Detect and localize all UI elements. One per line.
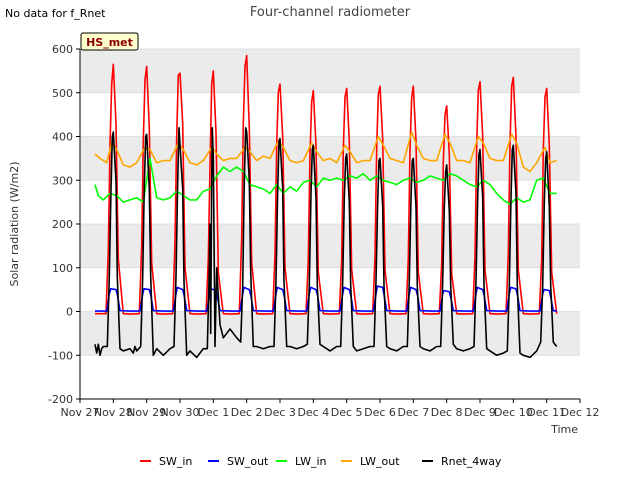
legend-label: SW_in: [159, 455, 192, 468]
hs-met-badge: [80, 32, 139, 51]
legend-label: LW_out: [360, 455, 400, 468]
x-tick-label: Nov 29: [127, 406, 166, 419]
hs-met-badge-label: HS_met: [86, 36, 133, 49]
series-line-lw-out: [94, 131, 557, 173]
chart-title: Four-channel radiometer: [250, 5, 411, 20]
y-tick-label: -100: [48, 349, 73, 362]
legend-label: Rnet_4way: [441, 455, 502, 468]
x-tick-label: Dec 6: [364, 406, 396, 419]
x-tick-label: Dec 8: [431, 406, 463, 419]
y-tick-label: 600: [52, 43, 73, 56]
x-tick-label: Dec 10: [494, 406, 533, 419]
x-tick-label: Dec 3: [264, 406, 296, 419]
x-axis-label: Time: [550, 423, 578, 436]
y-tick-label: 0: [66, 306, 73, 319]
y-tick-label: 100: [52, 262, 73, 275]
legend-label: SW_out: [227, 455, 269, 468]
x-tick-label: Nov 28: [94, 406, 133, 419]
grid-band: [80, 224, 580, 268]
x-tick-label: Dec 7: [397, 406, 429, 419]
y-axis-label: Solar radiation (W/m2): [8, 161, 21, 286]
x-tick-label: Dec 9: [464, 406, 496, 419]
x-tick-label: Nov 30: [161, 406, 200, 419]
series-line-lw-in: [94, 157, 557, 206]
y-tick-label: -200: [48, 393, 73, 406]
series-line-sw-in: [95, 54, 558, 315]
legend-label: LW_in: [295, 455, 327, 468]
x-tick-label: Dec 1: [197, 406, 229, 419]
grid-band: [80, 49, 580, 93]
x-tick-label: Dec 11: [527, 406, 566, 419]
y-tick-label: 400: [52, 131, 73, 144]
x-tick-label: Dec 12: [561, 406, 600, 419]
grid-band: [80, 311, 580, 356]
y-tick-label: 300: [52, 174, 73, 187]
x-tick-label: Dec 2: [231, 406, 263, 419]
x-tick-label: Dec 4: [297, 406, 329, 419]
x-tick-label: Dec 5: [331, 406, 363, 419]
y-tick-label: 200: [52, 218, 73, 231]
y-tick-label: 500: [52, 87, 73, 100]
x-tick-label: Nov 27: [61, 406, 100, 419]
series-line-rnet-4way: [94, 127, 558, 359]
no-data-note: No data for f_Rnet: [5, 7, 106, 20]
